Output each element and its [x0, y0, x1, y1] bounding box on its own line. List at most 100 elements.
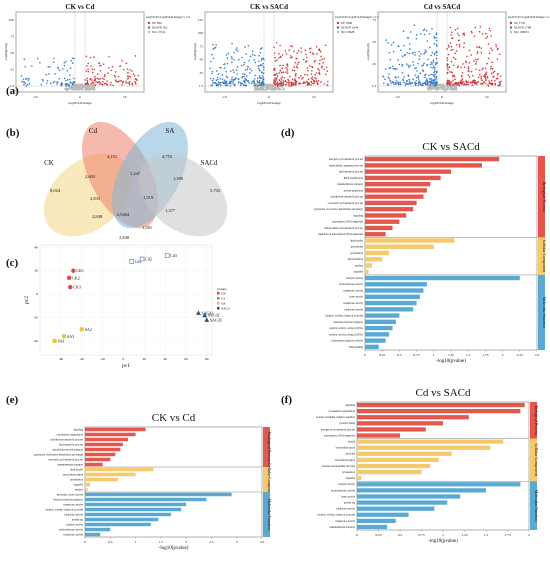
tick-label: 20	[142, 357, 146, 361]
term-label: transcription, DNA-templated	[332, 221, 364, 224]
point-up	[285, 66, 287, 69]
point-ns	[280, 85, 283, 88]
point-up	[303, 81, 306, 84]
point-up	[84, 83, 87, 86]
point-down	[417, 78, 420, 80]
point-up	[463, 34, 466, 36]
point-down	[430, 61, 433, 64]
point-up	[312, 53, 315, 55]
point-down	[258, 54, 260, 57]
point-ns	[265, 84, 267, 86]
point-up	[490, 47, 492, 50]
bar	[85, 462, 103, 467]
point-down	[415, 37, 418, 40]
point-down	[258, 84, 260, 86]
point-up	[90, 82, 92, 85]
point-down	[403, 81, 405, 84]
point-down	[392, 65, 394, 68]
point-up	[476, 51, 479, 53]
bar	[85, 472, 136, 477]
point-up	[114, 71, 117, 73]
point-up	[128, 75, 130, 78]
point-up	[294, 78, 296, 80]
point-up	[276, 81, 279, 83]
point-ns	[64, 85, 67, 88]
point-up	[483, 81, 486, 83]
bar	[85, 502, 187, 507]
point-up	[90, 65, 92, 67]
term-label: ribosome	[345, 453, 356, 456]
term-label: catalytic activity, acting on a protein	[317, 514, 355, 517]
point-up	[318, 49, 320, 51]
term-label: protein maturation	[344, 189, 364, 192]
point-up	[458, 43, 461, 46]
point-up	[450, 31, 453, 33]
point-up	[452, 79, 454, 82]
point-down	[258, 75, 261, 77]
point-down	[64, 83, 67, 85]
point-down	[406, 79, 408, 82]
point-down	[65, 82, 68, 85]
point-down	[244, 69, 247, 71]
tick-label: -40	[33, 339, 38, 343]
tick-label: 1	[433, 353, 435, 357]
point-up	[302, 76, 304, 79]
point-down	[226, 57, 229, 59]
point-up	[479, 25, 482, 28]
point-down	[244, 84, 247, 86]
point-up	[458, 45, 461, 48]
point-up	[327, 80, 329, 83]
point-up	[131, 82, 134, 85]
point-up	[481, 83, 484, 85]
point-up	[134, 55, 137, 57]
point-up	[483, 74, 486, 76]
point-down	[399, 49, 402, 52]
tick-label: 0.5	[398, 533, 403, 537]
point-down	[215, 44, 217, 46]
bar	[365, 200, 417, 206]
point-up	[463, 83, 466, 85]
point-up	[93, 56, 95, 58]
venn-region-count: 1,377	[165, 208, 176, 214]
point-ns	[271, 87, 274, 90]
bar	[365, 219, 400, 224]
point-down	[73, 57, 75, 60]
point-ns	[273, 87, 276, 90]
point-ns	[91, 85, 94, 88]
point-ns	[443, 86, 446, 88]
point-up	[475, 68, 477, 71]
point-up	[474, 82, 476, 85]
point-up	[478, 46, 480, 49]
point-down	[49, 82, 52, 85]
point-ns	[447, 85, 450, 88]
point-down	[217, 73, 220, 75]
point-up	[454, 52, 456, 55]
point-up	[485, 71, 488, 74]
point-down	[229, 70, 232, 72]
venn-region-count: 2,848	[119, 235, 130, 241]
bar	[85, 527, 111, 532]
point-down	[418, 80, 421, 82]
point-down	[435, 32, 438, 34]
point-down	[433, 66, 436, 69]
point-ns	[69, 85, 72, 87]
bar	[357, 469, 422, 475]
point-up	[131, 83, 134, 86]
point-ns	[89, 88, 92, 90]
point-up	[290, 45, 292, 47]
point-down	[414, 74, 417, 76]
point-down	[58, 69, 61, 72]
point-up	[447, 53, 450, 56]
point-down	[257, 67, 260, 70]
point-up	[450, 34, 452, 36]
x-axis-label: log2FoldChange	[430, 101, 454, 105]
point-up	[490, 65, 492, 68]
point-up	[284, 50, 287, 52]
term-label: catalytic activity	[346, 277, 364, 280]
point-down	[403, 44, 405, 47]
point-down	[249, 71, 251, 74]
point-up	[449, 42, 452, 44]
point-up	[110, 81, 112, 84]
point-down	[217, 81, 220, 83]
point-up	[87, 68, 89, 71]
